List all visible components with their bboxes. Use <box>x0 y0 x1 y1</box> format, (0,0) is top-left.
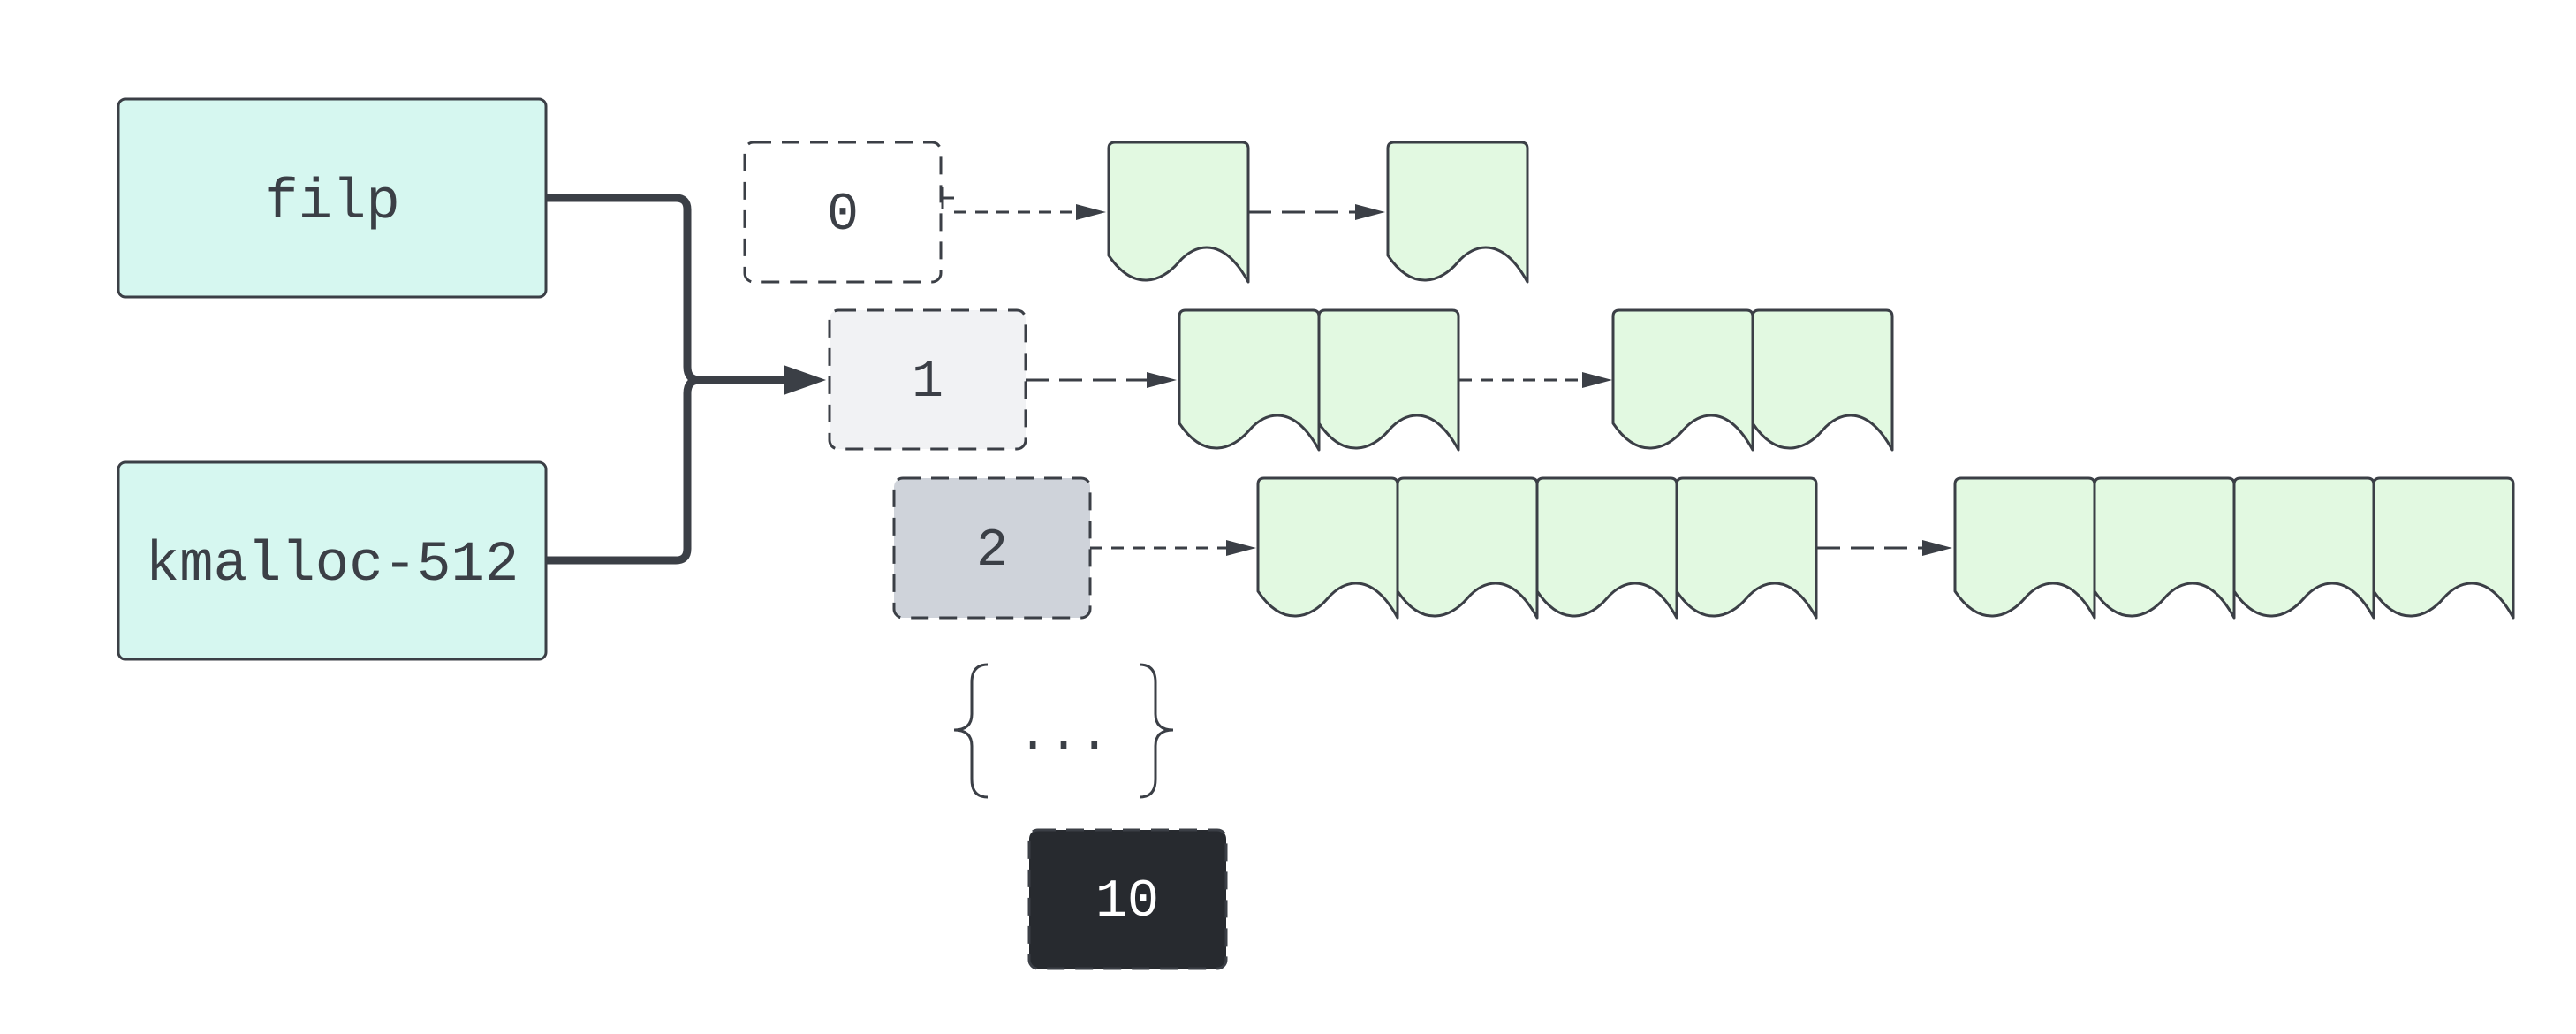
cache-label-kmalloc-512: kmalloc-512 <box>146 534 519 597</box>
link-order2-block1-to-block2 <box>1817 540 1952 556</box>
order-label-1: 1 <box>912 353 943 413</box>
page-order2-block1-page4 <box>1675 476 1818 620</box>
page-order2-block2-page3 <box>2232 476 2375 620</box>
page-order0-block1-page1 <box>1107 141 1250 284</box>
order-box-10-rect <box>1027 828 1228 970</box>
order-box-2: 2 <box>892 476 1092 620</box>
connector-arrowhead <box>784 365 826 395</box>
page-order2-block1-page1 <box>1256 476 1399 620</box>
page-order0-block2-page1 <box>1386 141 1529 284</box>
order-label-0: 0 <box>827 186 859 246</box>
cache-box-filp: filp <box>117 97 548 299</box>
link-order0-block1-to-block2 <box>1248 204 1385 220</box>
link-order0-to-block1 <box>941 187 1106 220</box>
order-box-1-rect <box>828 308 1027 451</box>
page-order2-block2-page4 <box>2372 476 2515 620</box>
order-label-10: 10 <box>1095 872 1159 932</box>
connector-from-filp <box>546 194 701 384</box>
order-box-0: 0 <box>743 141 943 284</box>
free-list-links <box>941 187 1952 556</box>
right-curly-brace <box>1139 663 1174 799</box>
connector-from-kmalloc <box>546 376 701 565</box>
page-order1-block2-page1 <box>1611 308 1754 452</box>
cache-box-kmalloc-512: kmalloc-512 <box>117 460 548 661</box>
ellipsis-group: ... <box>953 663 1174 799</box>
page-order1-block1-page1 <box>1178 308 1321 452</box>
left-curly-brace <box>953 663 989 799</box>
order-box-0-rect <box>743 141 943 284</box>
page-order2-block2-page2 <box>2093 476 2236 620</box>
order-box-1: 1 <box>828 308 1027 451</box>
page-order2-block1-page3 <box>1535 476 1678 620</box>
order-box-10: 10 <box>1027 828 1228 970</box>
page-order2-block2-page1 <box>1953 476 2096 620</box>
page-order1-block1-page2 <box>1317 308 1460 452</box>
link-order2-to-block1 <box>1090 540 1256 556</box>
link-order1-block1-to-block2 <box>1459 372 1612 388</box>
order-box-2-rect <box>892 476 1092 620</box>
link-order1-to-block1 <box>1026 372 1177 388</box>
page-order1-block2-page2 <box>1751 308 1894 452</box>
order-label-2: 2 <box>976 521 1008 582</box>
page-order2-block1-page2 <box>1396 476 1539 620</box>
cache-to-order-connector <box>546 194 826 565</box>
cache-label-filp: filp <box>264 171 400 235</box>
ellipsis-text: ... <box>1018 707 1110 764</box>
page-blocks <box>1107 141 2515 620</box>
